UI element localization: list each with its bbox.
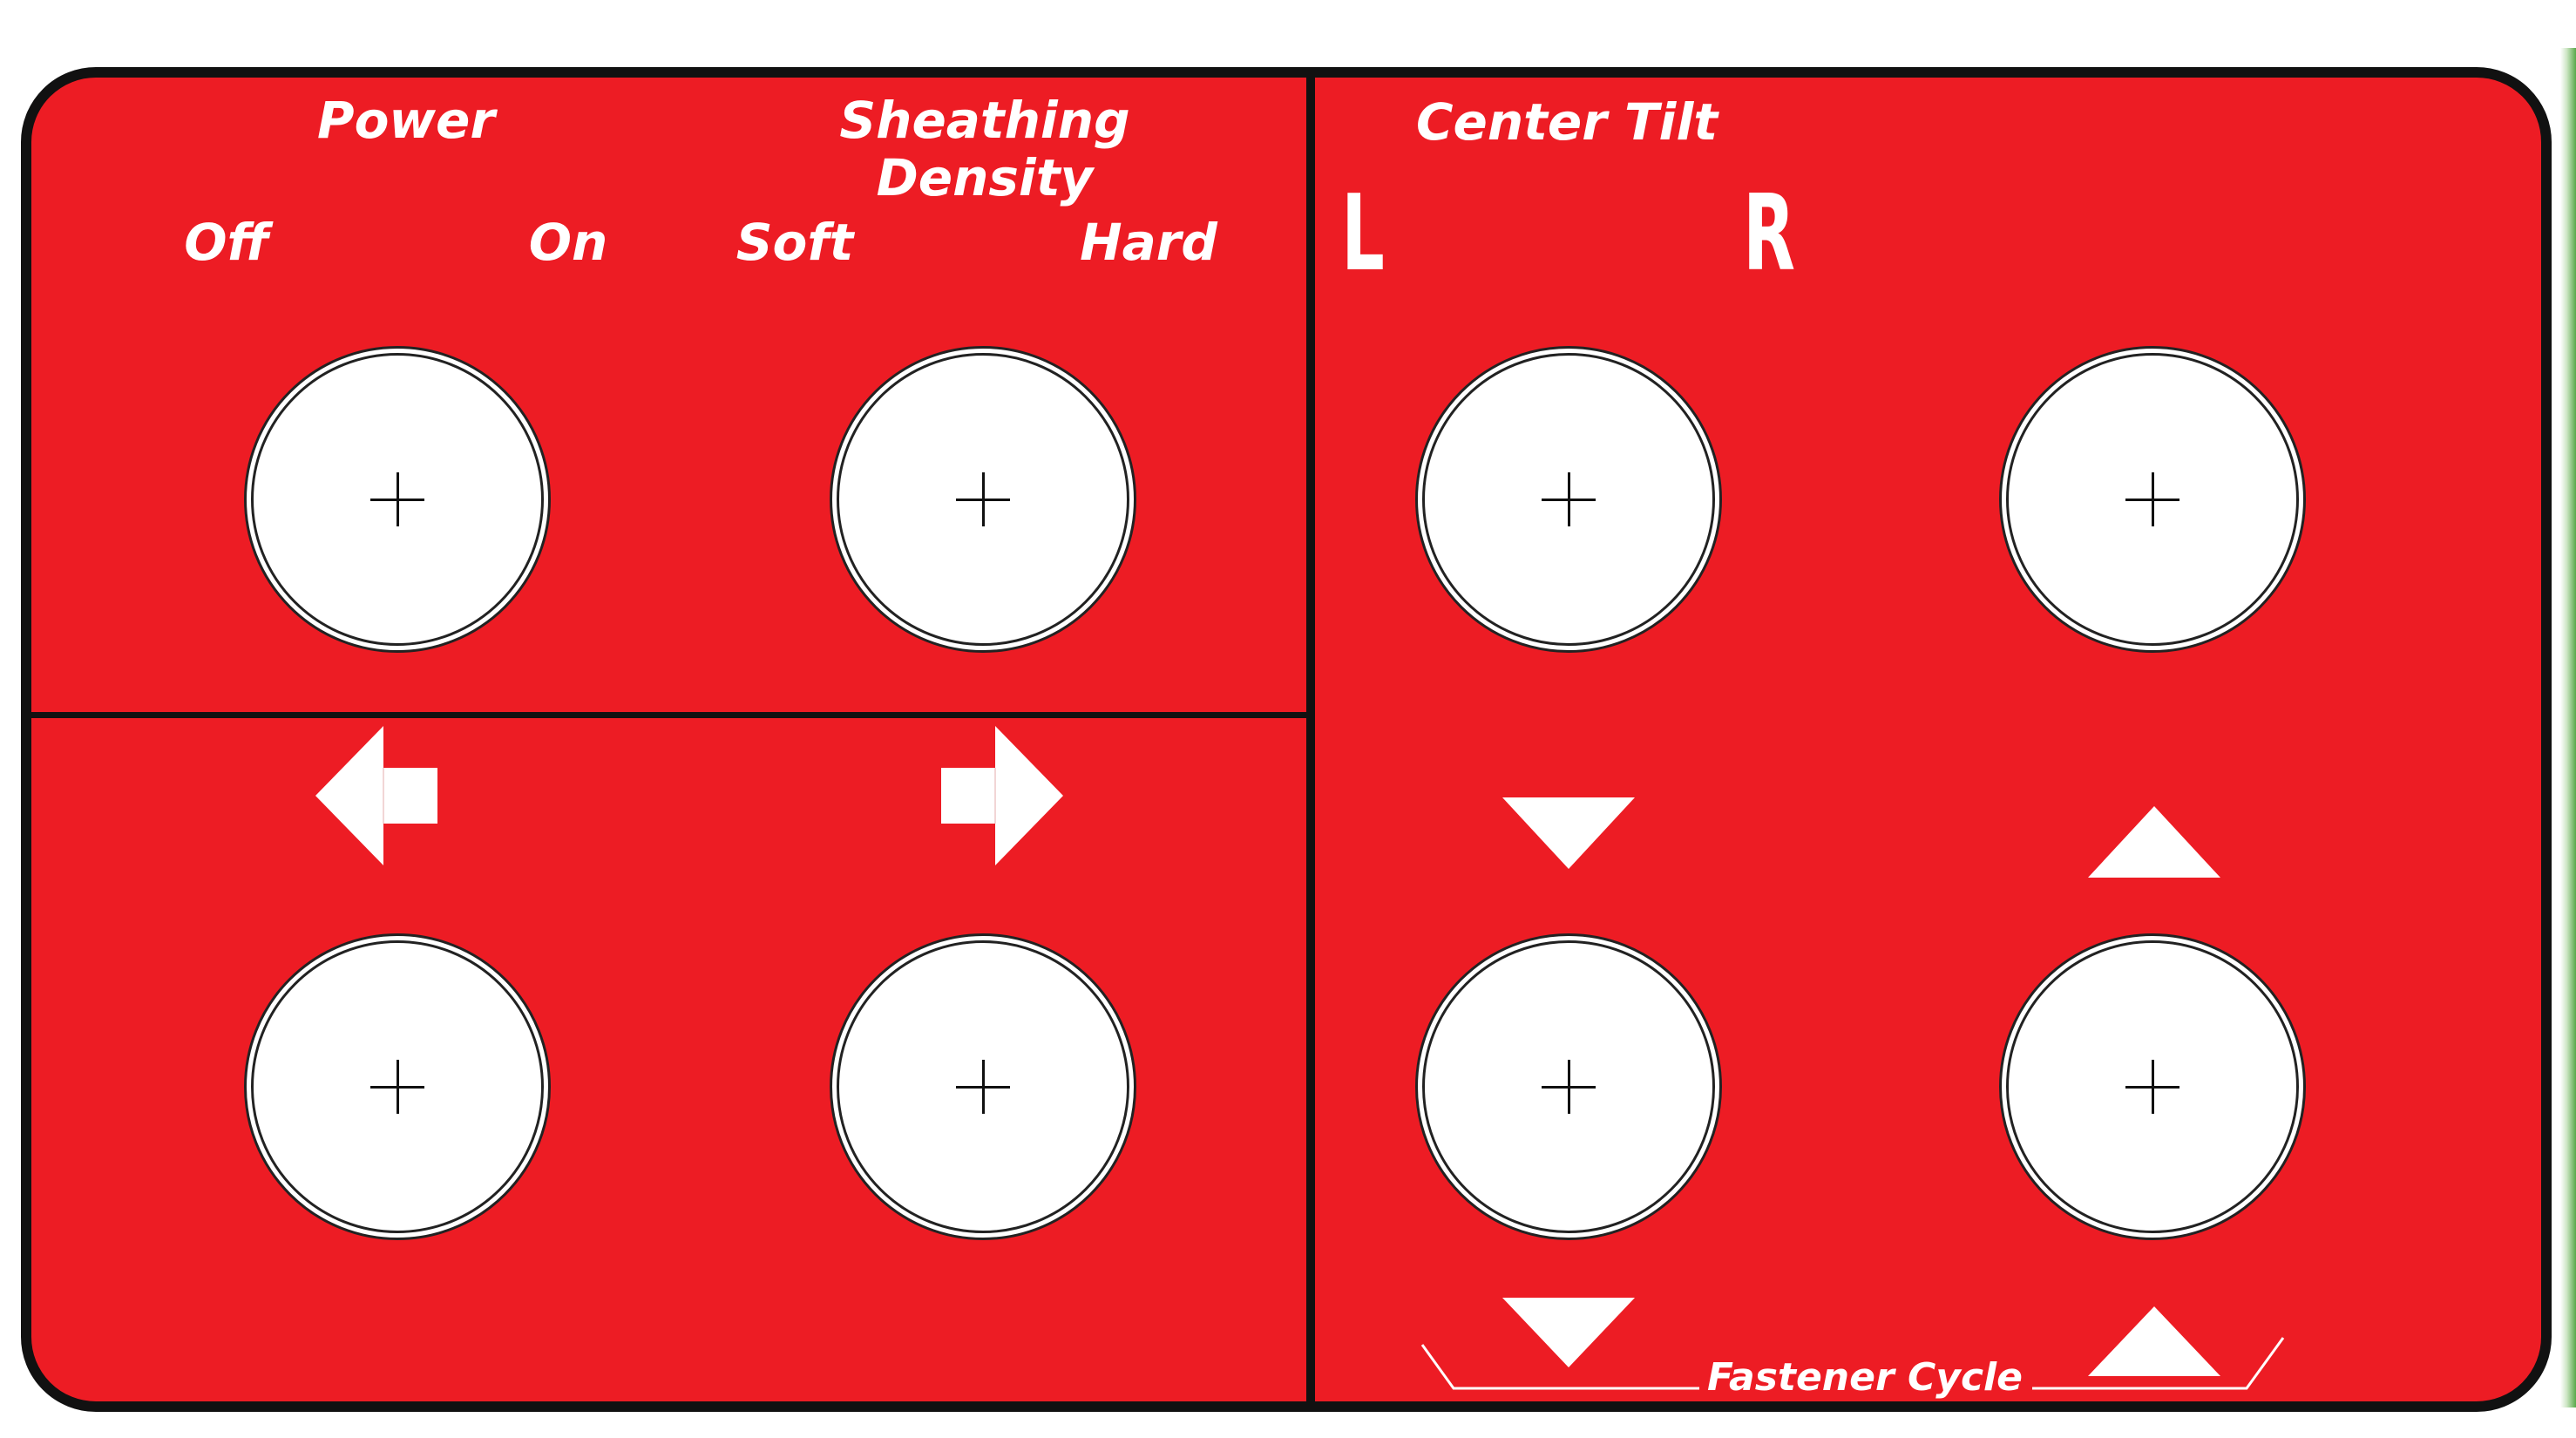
sheathing-density-button[interactable] — [830, 346, 1136, 653]
power-on-label: On — [528, 213, 608, 272]
arrow-left-icon — [315, 726, 437, 865]
sheathing-density-title-line2: Density — [876, 148, 1094, 207]
crosshair-icon — [1542, 1060, 1596, 1114]
crosshair-icon — [370, 1060, 424, 1114]
power-button[interactable] — [244, 346, 551, 653]
center-tilt-right-label: R — [1743, 173, 1795, 295]
triangle-down-icon — [1502, 797, 1635, 869]
fastener-down-triangle-icon — [1502, 1298, 1635, 1367]
green-edge-strip — [2560, 48, 2576, 1407]
triangle-up-icon — [2088, 806, 2220, 878]
fastener-cycle-bracket — [1420, 1337, 2285, 1390]
sheathing-hard-label: Hard — [1080, 213, 1217, 272]
center-tilt-right-button[interactable] — [1999, 346, 2306, 653]
crosshair-icon — [2125, 472, 2179, 526]
move-right-button[interactable] — [830, 933, 1136, 1240]
control-panel: Power Off On Sheathing Density Soft Hard… — [21, 67, 2552, 1412]
vertical-divider — [1306, 78, 1315, 1401]
sheathing-density-title: Sheathing Density — [839, 92, 1129, 207]
crosshair-icon — [2125, 1060, 2179, 1114]
center-tilt-left-label: L — [1341, 173, 1385, 295]
tilt-down-button[interactable] — [1415, 933, 1722, 1240]
sheathing-soft-label: Soft — [736, 213, 854, 272]
crosshair-icon — [370, 472, 424, 526]
crosshair-icon — [956, 1060, 1010, 1114]
power-off-label: Off — [184, 213, 269, 272]
crosshair-icon — [956, 472, 1010, 526]
center-tilt-title: Center Tilt — [1415, 92, 1718, 152]
move-left-button[interactable] — [244, 933, 551, 1240]
sheathing-density-title-line1: Sheathing — [839, 91, 1130, 150]
center-tilt-left-button[interactable] — [1415, 346, 1722, 653]
power-title: Power — [317, 91, 495, 150]
crosshair-icon — [1542, 472, 1596, 526]
fastener-cycle-label: Fastener Cycle — [1707, 1355, 2023, 1400]
arrow-right-icon — [941, 726, 1063, 865]
tilt-up-button[interactable] — [1999, 933, 2306, 1240]
fastener-up-triangle-icon — [2088, 1306, 2220, 1376]
horizontal-divider — [31, 712, 1309, 718]
